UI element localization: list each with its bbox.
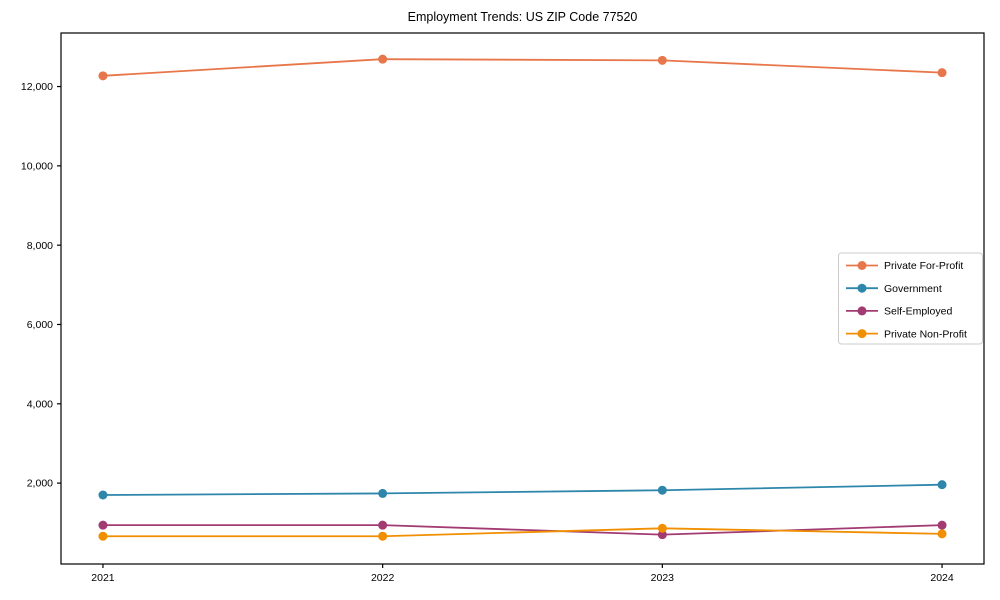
x-tick-label: 2024 xyxy=(930,572,954,584)
legend-label: Private Non-Profit xyxy=(884,328,967,340)
data-point xyxy=(98,490,108,500)
series-government xyxy=(98,480,947,500)
y-tick-label: 2,000 xyxy=(27,478,53,490)
series-line xyxy=(102,524,943,536)
series-line xyxy=(102,58,943,77)
series-private-non-profit xyxy=(98,523,947,541)
legend-entry-government: Government xyxy=(846,283,942,295)
legend-label: Government xyxy=(884,283,942,295)
data-point xyxy=(98,531,108,541)
data-point xyxy=(657,523,667,533)
legend-entry-private-for-profit: Private For-Profit xyxy=(846,260,963,272)
y-tick-label: 6,000 xyxy=(27,319,53,331)
data-point xyxy=(378,520,388,530)
legend-marker xyxy=(857,261,867,270)
data-point xyxy=(657,485,667,495)
x-tick-label: 2021 xyxy=(91,572,115,584)
legend-marker xyxy=(857,329,867,339)
y-tick-label: 4,000 xyxy=(27,398,53,410)
y-axis: 2,000 4,000 6,000 8,000 10,000 12,000 xyxy=(21,81,61,490)
series-line xyxy=(102,527,943,538)
data-point xyxy=(937,529,947,539)
data-point xyxy=(937,68,947,78)
x-tick-label: 2023 xyxy=(651,572,675,584)
chart-title: Employment Trends: US ZIP Code 77520 xyxy=(407,10,638,24)
series-self-employed xyxy=(98,520,947,540)
data-point xyxy=(378,54,388,64)
legend: Private For-Profit Government Self-Employe… xyxy=(838,252,983,345)
series-private-for-profit xyxy=(98,54,947,81)
x-tick-label: 2022 xyxy=(371,572,395,584)
legend-marker xyxy=(857,306,867,316)
data-point xyxy=(937,480,947,490)
y-tick-label: 10,000 xyxy=(21,160,53,172)
plot-frame xyxy=(60,32,985,565)
legend-label: Private For-Profit xyxy=(884,260,963,272)
y-tick-label: 8,000 xyxy=(27,240,53,252)
data-point xyxy=(657,530,667,540)
legend-label: Self-Employed xyxy=(884,306,952,318)
legend-entry-self-employed: Self-Employed xyxy=(846,306,952,318)
data-point xyxy=(657,55,667,65)
legend-marker xyxy=(857,283,867,293)
data-point xyxy=(98,71,108,81)
x-axis: 2021 2022 2023 2024 xyxy=(91,564,954,584)
data-point xyxy=(378,531,388,541)
legend-box xyxy=(838,252,983,345)
data-point xyxy=(98,520,108,530)
data-point xyxy=(937,520,947,530)
series-line xyxy=(102,483,943,496)
legend-entry-private-non-profit: Private Non-Profit xyxy=(846,328,967,340)
y-tick-label: 12,000 xyxy=(21,81,53,93)
data-point xyxy=(378,488,388,498)
